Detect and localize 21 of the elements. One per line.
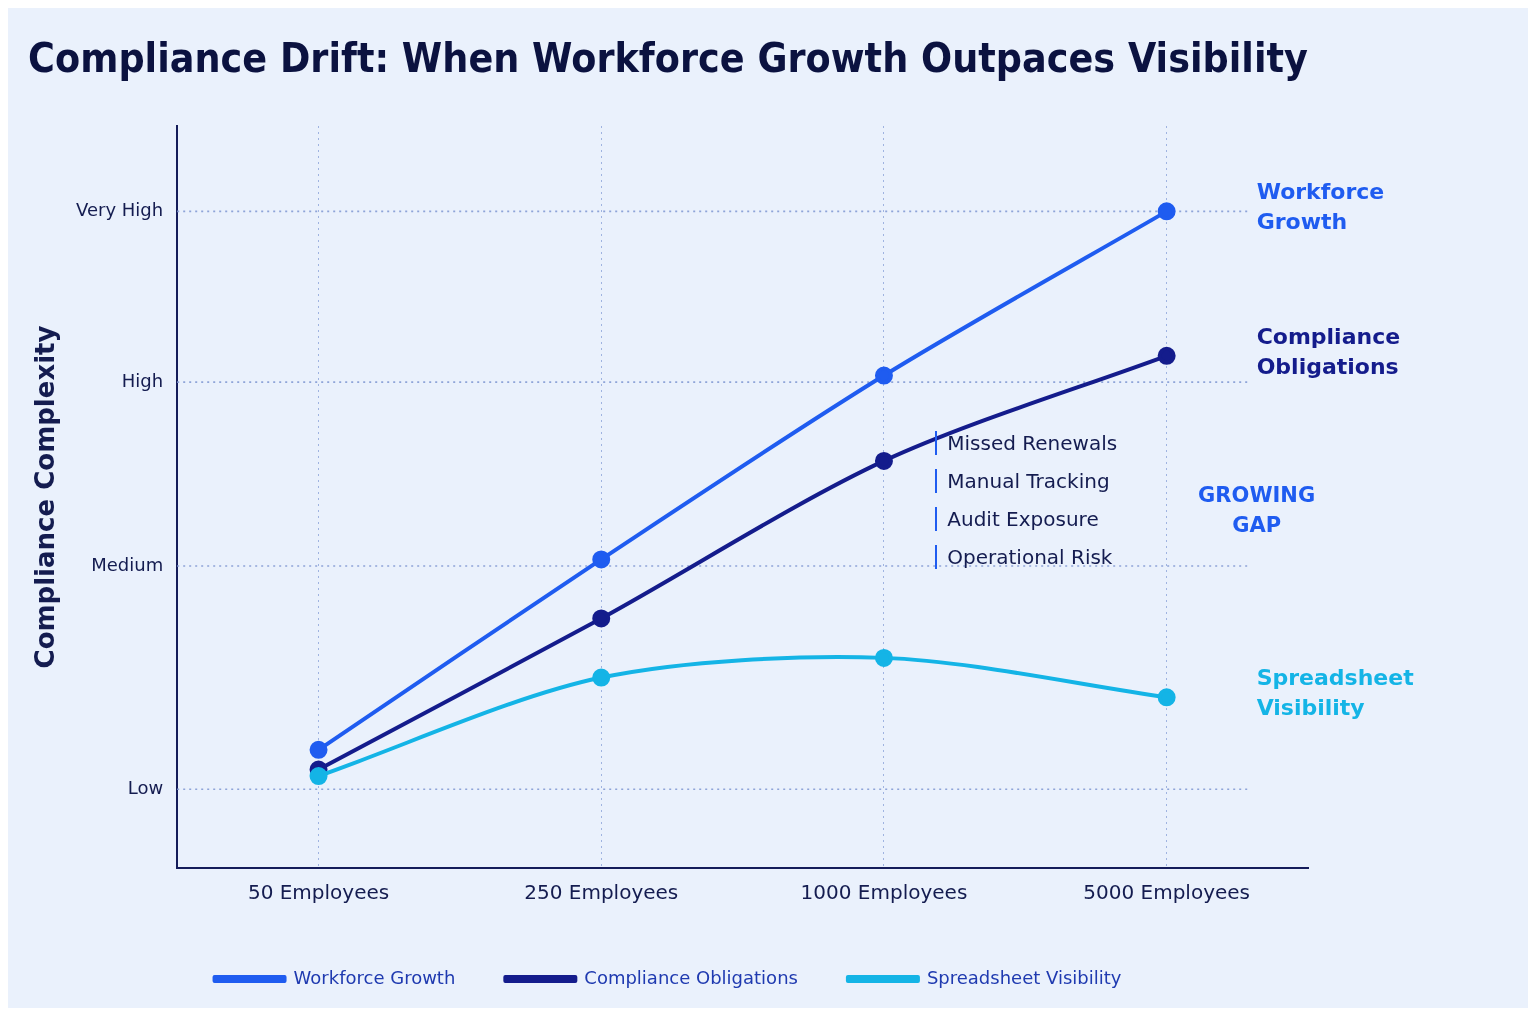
- text: Workforce Growth: [1256, 179, 1385, 235]
- chart-title: Compliance Drift: When Workforce Growth Outpaces Visibility: [28, 34, 1308, 82]
- annotation: GROWING GAP: [1198, 483, 1316, 538]
- x-tick-label: 50 Employees: [247, 880, 390, 905]
- annotation: Manual Tracking: [947, 468, 1110, 493]
- text: Compliance Obligations: [1256, 323, 1401, 379]
- legend-label: Compliance Obligations: [584, 966, 798, 988]
- x-tick-label: 250 Employees: [524, 880, 679, 905]
- legend-label: Workforce Growth: [293, 966, 456, 988]
- x-tick-label: 1000 Employees: [800, 880, 968, 905]
- ref-line-label: High: [121, 369, 164, 391]
- annotation: Missed Renewals: [947, 430, 1118, 455]
- text: Spreadsheet Visibility: [1256, 664, 1414, 720]
- legend-label: Spreadsheet Visibility: [926, 966, 1122, 988]
- y-axis-title: Compliance Complexity: [30, 325, 61, 669]
- x-tick-label: 5000 Employees: [1083, 880, 1251, 905]
- annotation: Operational Risk: [947, 544, 1113, 569]
- ref-line-label: Medium: [91, 553, 164, 575]
- ref-line-label: Low: [127, 776, 164, 798]
- annotation: Audit Exposure: [947, 506, 1099, 531]
- ref-line-label: Very High: [76, 199, 164, 221]
